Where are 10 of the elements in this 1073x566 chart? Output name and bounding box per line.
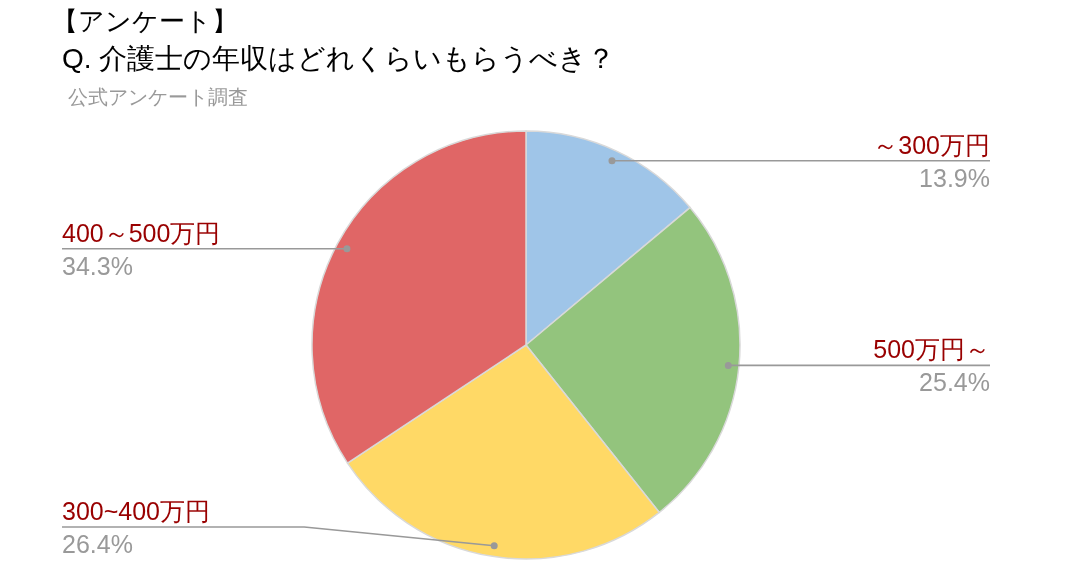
- category-label: 300~400万円: [62, 497, 211, 525]
- category-label: ～300万円: [873, 130, 990, 159]
- value-label: 34.3%: [62, 251, 133, 280]
- category-label: 500万円～: [873, 335, 990, 364]
- value-label: 25.4%: [919, 368, 990, 397]
- subtitle: 公式アンケート調査: [68, 86, 248, 108]
- category-label: 400～500万円: [62, 218, 221, 247]
- title: 【アンケート】 Q. 介護士の年収はどれくらいもらうべき？: [52, 6, 616, 74]
- value-label: 26.4%: [62, 530, 133, 558]
- value-label: 13.9%: [919, 163, 990, 192]
